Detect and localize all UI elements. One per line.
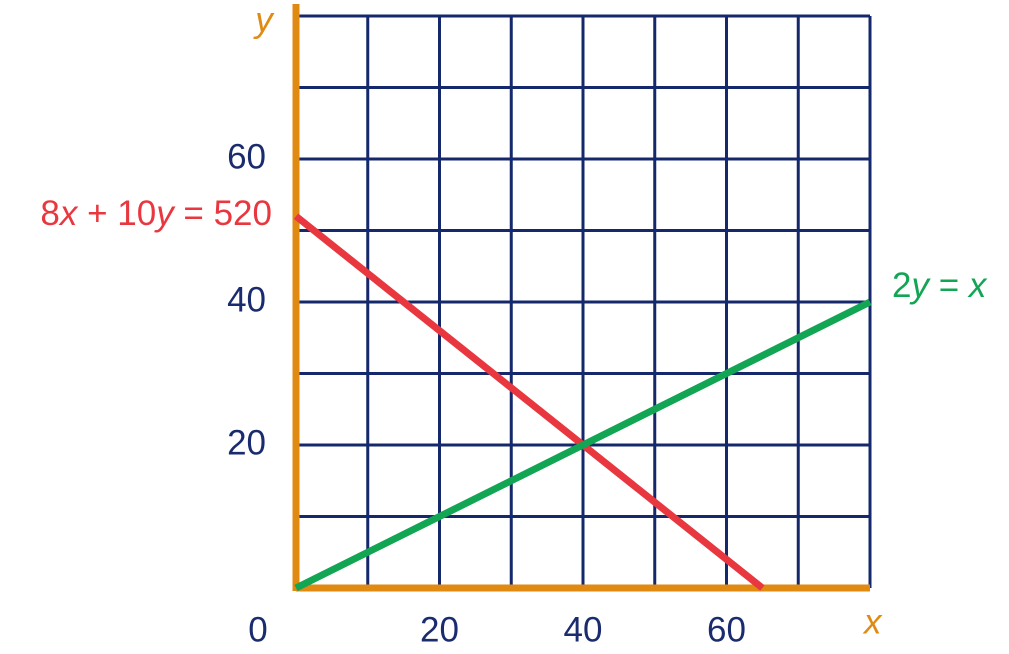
y-axis-label: y bbox=[253, 0, 275, 39]
x-tick-label: 60 bbox=[707, 610, 746, 649]
x-tick-label: 40 bbox=[564, 610, 603, 649]
x-tick-label: 0 bbox=[248, 610, 267, 649]
y-tick-label: 40 bbox=[227, 280, 266, 319]
line bbox=[293, 213, 765, 591]
y-tick-label: 60 bbox=[227, 137, 266, 176]
line bbox=[294, 298, 872, 592]
x-tick-label: 20 bbox=[420, 610, 459, 649]
x-axis-label: x bbox=[862, 602, 883, 641]
series-label: 8x + 10y = 520 bbox=[40, 194, 272, 233]
y-tick-label: 20 bbox=[227, 423, 266, 462]
series-label: 2y = x bbox=[892, 266, 988, 305]
